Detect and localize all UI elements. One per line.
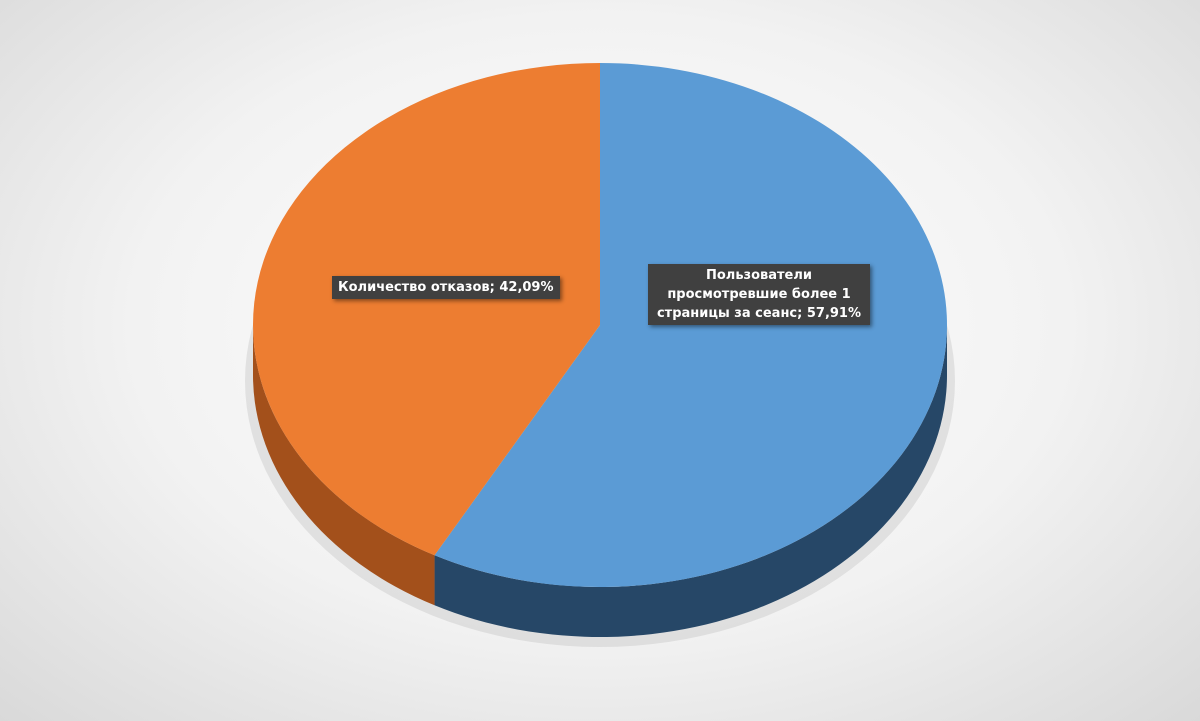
data-label-bounces: Количество отказов; 42,09% xyxy=(332,276,560,299)
pie-slice-side-1 xyxy=(253,325,435,606)
pie-slice-1 xyxy=(252,63,601,556)
pie-slice-side-0 xyxy=(434,325,947,637)
data-label-engaged-users: Пользователи просмотревшие более 1 стран… xyxy=(648,264,870,325)
pie-slice-0 xyxy=(434,63,947,587)
